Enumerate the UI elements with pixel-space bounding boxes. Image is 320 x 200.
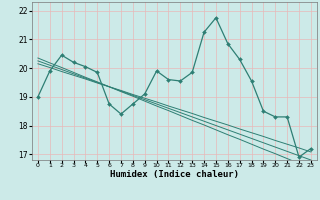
X-axis label: Humidex (Indice chaleur): Humidex (Indice chaleur) — [110, 170, 239, 179]
